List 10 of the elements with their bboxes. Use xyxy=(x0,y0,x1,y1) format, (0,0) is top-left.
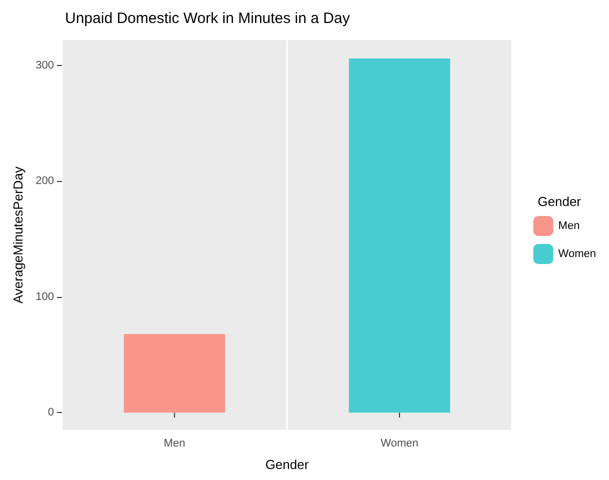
y-tick-label: 0 xyxy=(48,406,54,419)
y-tick-label: 200 xyxy=(36,175,54,188)
y-tick-label: 100 xyxy=(36,290,54,303)
x-axis-title: Gender xyxy=(265,457,310,472)
legend-title: Gender xyxy=(538,194,582,209)
chart-title: Unpaid Domestic Work in Minutes in a Day xyxy=(65,10,350,27)
legend-label: Women xyxy=(558,248,596,260)
legend-label: Men xyxy=(558,220,580,232)
y-axis-title: AverageMinutesPerDay xyxy=(10,166,26,304)
y-tick-label: 300 xyxy=(36,59,54,72)
